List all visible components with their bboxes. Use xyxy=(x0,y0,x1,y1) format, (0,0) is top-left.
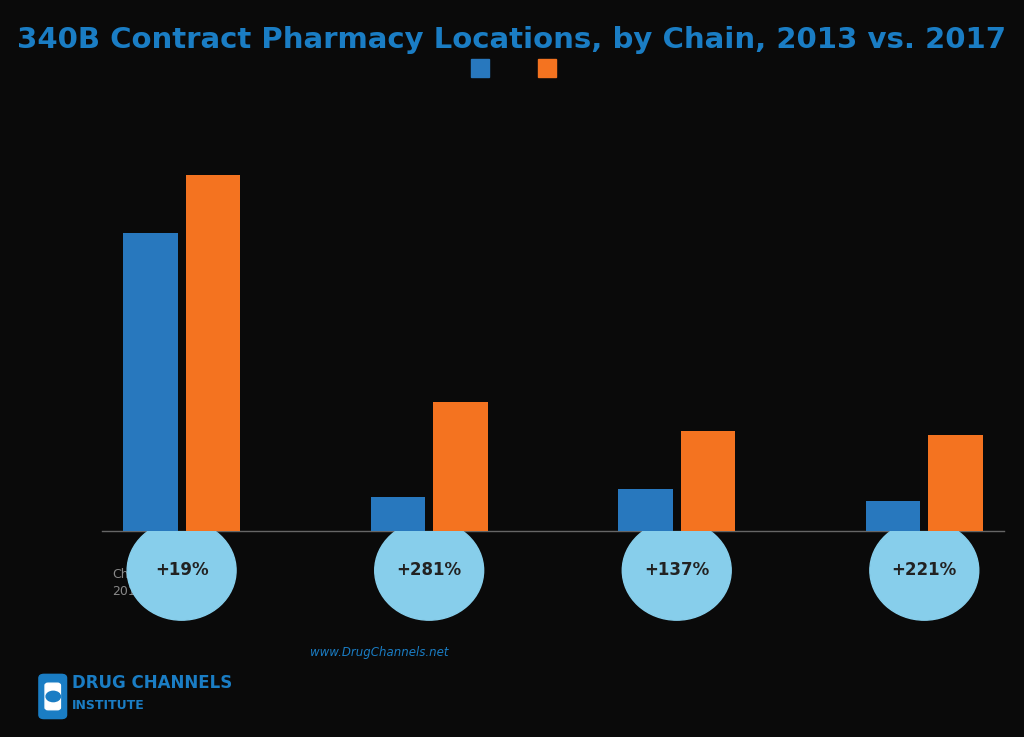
Ellipse shape xyxy=(127,520,237,621)
Ellipse shape xyxy=(375,520,483,621)
Text: +19%: +19% xyxy=(155,562,209,579)
Bar xyxy=(929,436,983,531)
Bar xyxy=(123,233,177,531)
Text: www.DrugChannels.net: www.DrugChannels.net xyxy=(309,646,449,659)
Text: Change,
2013-2017: Change, 2013-2017 xyxy=(113,567,180,598)
Bar xyxy=(618,489,673,531)
Text: 340B Contract Pharmacy Locations, by Chain, 2013 vs. 2017: 340B Contract Pharmacy Locations, by Cha… xyxy=(17,26,1007,54)
Text: +137%: +137% xyxy=(644,562,710,579)
Bar xyxy=(433,402,487,531)
Ellipse shape xyxy=(869,520,979,621)
Text: INSTITUTE: INSTITUTE xyxy=(72,699,144,712)
Bar xyxy=(866,501,921,531)
Bar xyxy=(371,497,425,531)
Ellipse shape xyxy=(623,520,731,621)
Text: DRUG CHANNELS: DRUG CHANNELS xyxy=(72,674,231,692)
Text: +221%: +221% xyxy=(892,562,956,579)
Text: +281%: +281% xyxy=(396,562,462,579)
Bar xyxy=(681,431,735,531)
Bar xyxy=(185,175,240,531)
